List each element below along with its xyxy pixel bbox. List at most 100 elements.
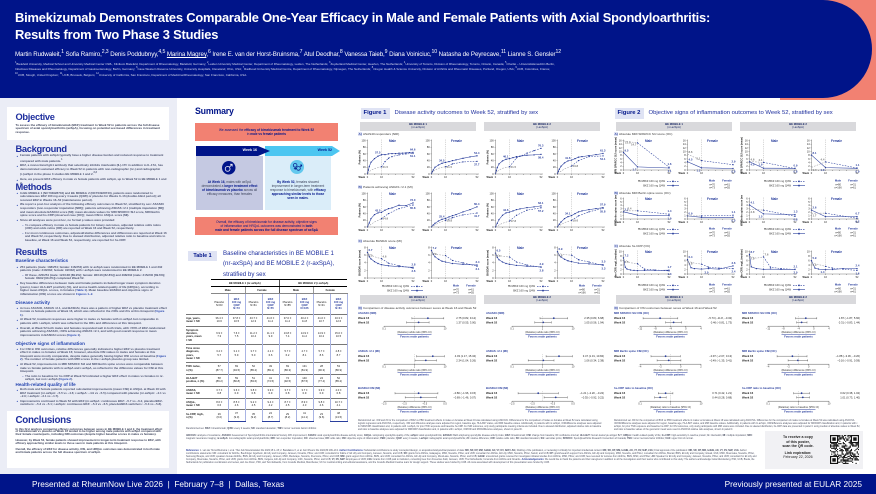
svg-text:Favors male patients: Favors male patients <box>400 372 429 376</box>
svg-text:20: 20 <box>553 165 556 169</box>
svg-text:Female: Female <box>451 139 462 143</box>
svg-text:hs-CRP, mg/L (median): hs-CRP, mg/L (median) <box>741 249 744 276</box>
svg-text:80: 80 <box>491 198 494 202</box>
svg-text:0.8: 0.8 <box>732 169 736 173</box>
svg-text:16: 16 <box>683 138 686 142</box>
svg-text:1.4: 1.4 <box>821 270 825 274</box>
svg-text:0.1: 0.1 <box>510 328 514 331</box>
svg-text:52: 52 <box>476 279 479 283</box>
svg-text:Female: Female <box>722 178 732 182</box>
svg-text:8.7: 8.7 <box>751 250 755 254</box>
svg-text:5: 5 <box>746 199 748 203</box>
svg-text:−4: −4 <box>639 365 642 368</box>
svg-text:16: 16 <box>824 171 827 175</box>
svg-text:Male: Male <box>389 192 396 196</box>
svg-text:MRI SPARCC SIJ CfB (OC): MRI SPARCC SIJ CfB (OC) <box>742 311 777 315</box>
svg-text:0: 0 <box>811 171 813 175</box>
svg-text:1: 1 <box>798 403 800 406</box>
svg-text:1: 1 <box>414 365 416 368</box>
svg-text:n=61: n=61 <box>594 290 601 293</box>
svg-text:100: 100 <box>425 138 430 142</box>
svg-text:Week 16: Week 16 <box>614 316 626 320</box>
svg-text:n=61: n=61 <box>724 230 731 234</box>
svg-text:6: 6 <box>746 258 748 262</box>
svg-text:40: 40 <box>427 212 430 216</box>
svg-text:0: 0 <box>431 175 433 179</box>
svg-text:0: 0 <box>687 220 689 224</box>
svg-text:60: 60 <box>491 152 494 156</box>
svg-text:8: 8 <box>492 245 494 249</box>
svg-text:n=80: n=80 <box>835 230 842 234</box>
svg-text:7.6: 7.6 <box>765 252 769 256</box>
svg-text:12: 12 <box>619 145 622 149</box>
svg-text:52: 52 <box>856 220 859 224</box>
svg-text:n=31: n=31 <box>850 230 857 234</box>
svg-text:14: 14 <box>619 142 622 146</box>
svg-text:BKZ 160 mg Q4W: BKZ 160 mg Q4W <box>769 231 791 235</box>
svg-text:20: 20 <box>427 218 430 222</box>
svg-text:Male: Male <box>709 282 716 286</box>
svg-text:1.5: 1.5 <box>759 214 763 218</box>
svg-text:8: 8 <box>428 245 430 249</box>
svg-text:−0.35 (−0.92, 0.22): −0.35 (−0.92, 0.22) <box>581 395 604 399</box>
svg-text:4: 4 <box>828 328 830 331</box>
svg-text:Week: Week <box>679 172 686 175</box>
svg-text:Male: Male <box>453 283 460 287</box>
svg-text:0: 0 <box>749 171 751 175</box>
svg-text:17.8: 17.8 <box>511 219 517 223</box>
svg-text:52: 52 <box>540 175 543 179</box>
svg-text:16: 16 <box>762 171 765 175</box>
svg-text:0.1: 0.1 <box>766 403 770 406</box>
svg-text:7.2: 7.2 <box>625 253 629 257</box>
svg-text:16: 16 <box>824 275 827 279</box>
svg-text:4: 4 <box>620 203 622 207</box>
svg-text:0: 0 <box>364 225 366 229</box>
svg-text:0: 0 <box>557 175 559 179</box>
svg-text:4.03 (1.17, 15.34): 4.03 (1.17, 15.34) <box>455 354 476 358</box>
svg-text:52: 52 <box>602 175 605 179</box>
svg-text:n=73: n=73 <box>709 289 716 292</box>
svg-text:PBO/BKZ 160 mg Q4W: PBO/BKZ 160 mg Q4W <box>382 284 409 288</box>
svg-text:n=166: n=166 <box>834 185 842 188</box>
svg-text:MRI Berlin spine CfB (OC): MRI Berlin spine CfB (OC) <box>614 349 649 353</box>
svg-text:Favors male patients: Favors male patients <box>784 409 813 413</box>
svg-text:100: 100 <box>551 138 556 142</box>
svg-text:34.1: 34.1 <box>565 212 571 216</box>
svg-text:Male: Male <box>835 226 842 230</box>
svg-text:3: 3 <box>620 206 622 210</box>
svg-text:6.5: 6.5 <box>497 248 501 252</box>
svg-text:Male: Male <box>771 197 778 201</box>
svg-text:n=73: n=73 <box>709 233 716 236</box>
svg-text:10: 10 <box>745 249 748 253</box>
svg-text:16: 16 <box>700 275 703 279</box>
svg-text:Male: Male <box>771 139 778 143</box>
svg-text:0: 0 <box>620 216 622 220</box>
svg-text:52: 52 <box>794 220 797 224</box>
svg-text:60: 60 <box>363 205 366 209</box>
svg-text:1.1: 1.1 <box>668 169 672 173</box>
svg-text:64.6: 64.6 <box>410 147 416 151</box>
svg-text:−0.5: −0.5 <box>422 403 428 406</box>
svg-text:Week: Week <box>423 229 430 232</box>
svg-text:Male: Male <box>771 250 778 254</box>
svg-text:8: 8 <box>684 153 686 157</box>
svg-text:Female: Female <box>451 192 462 196</box>
svg-text:0.8: 0.8 <box>794 169 798 173</box>
svg-text:BKZ 160 mg Q4W: BKZ 160 mg Q4W <box>643 287 665 291</box>
svg-text:−2: −2 <box>659 365 662 368</box>
svg-text:6.7: 6.7 <box>369 248 373 252</box>
svg-text:0.2: 0.2 <box>856 219 860 223</box>
svg-text:n=61: n=61 <box>850 233 857 236</box>
svg-text:0: 0 <box>623 220 625 224</box>
svg-text:0.9: 0.9 <box>794 163 798 167</box>
svg-text:1.06 (0.34, 2.38): 1.06 (0.34, 2.38) <box>584 358 604 362</box>
svg-text:6: 6 <box>808 196 810 200</box>
svg-text:16: 16 <box>570 175 573 179</box>
svg-text:−4: −4 <box>797 328 800 331</box>
svg-text:hs-CRP, mg/L (median): hs-CRP, mg/L (median) <box>615 249 618 276</box>
svg-text:16: 16 <box>762 220 765 224</box>
svg-text:4: 4 <box>684 160 686 164</box>
svg-text:0: 0 <box>620 272 622 276</box>
svg-text:10: 10 <box>807 249 810 253</box>
svg-text:43.5: 43.5 <box>375 208 381 212</box>
